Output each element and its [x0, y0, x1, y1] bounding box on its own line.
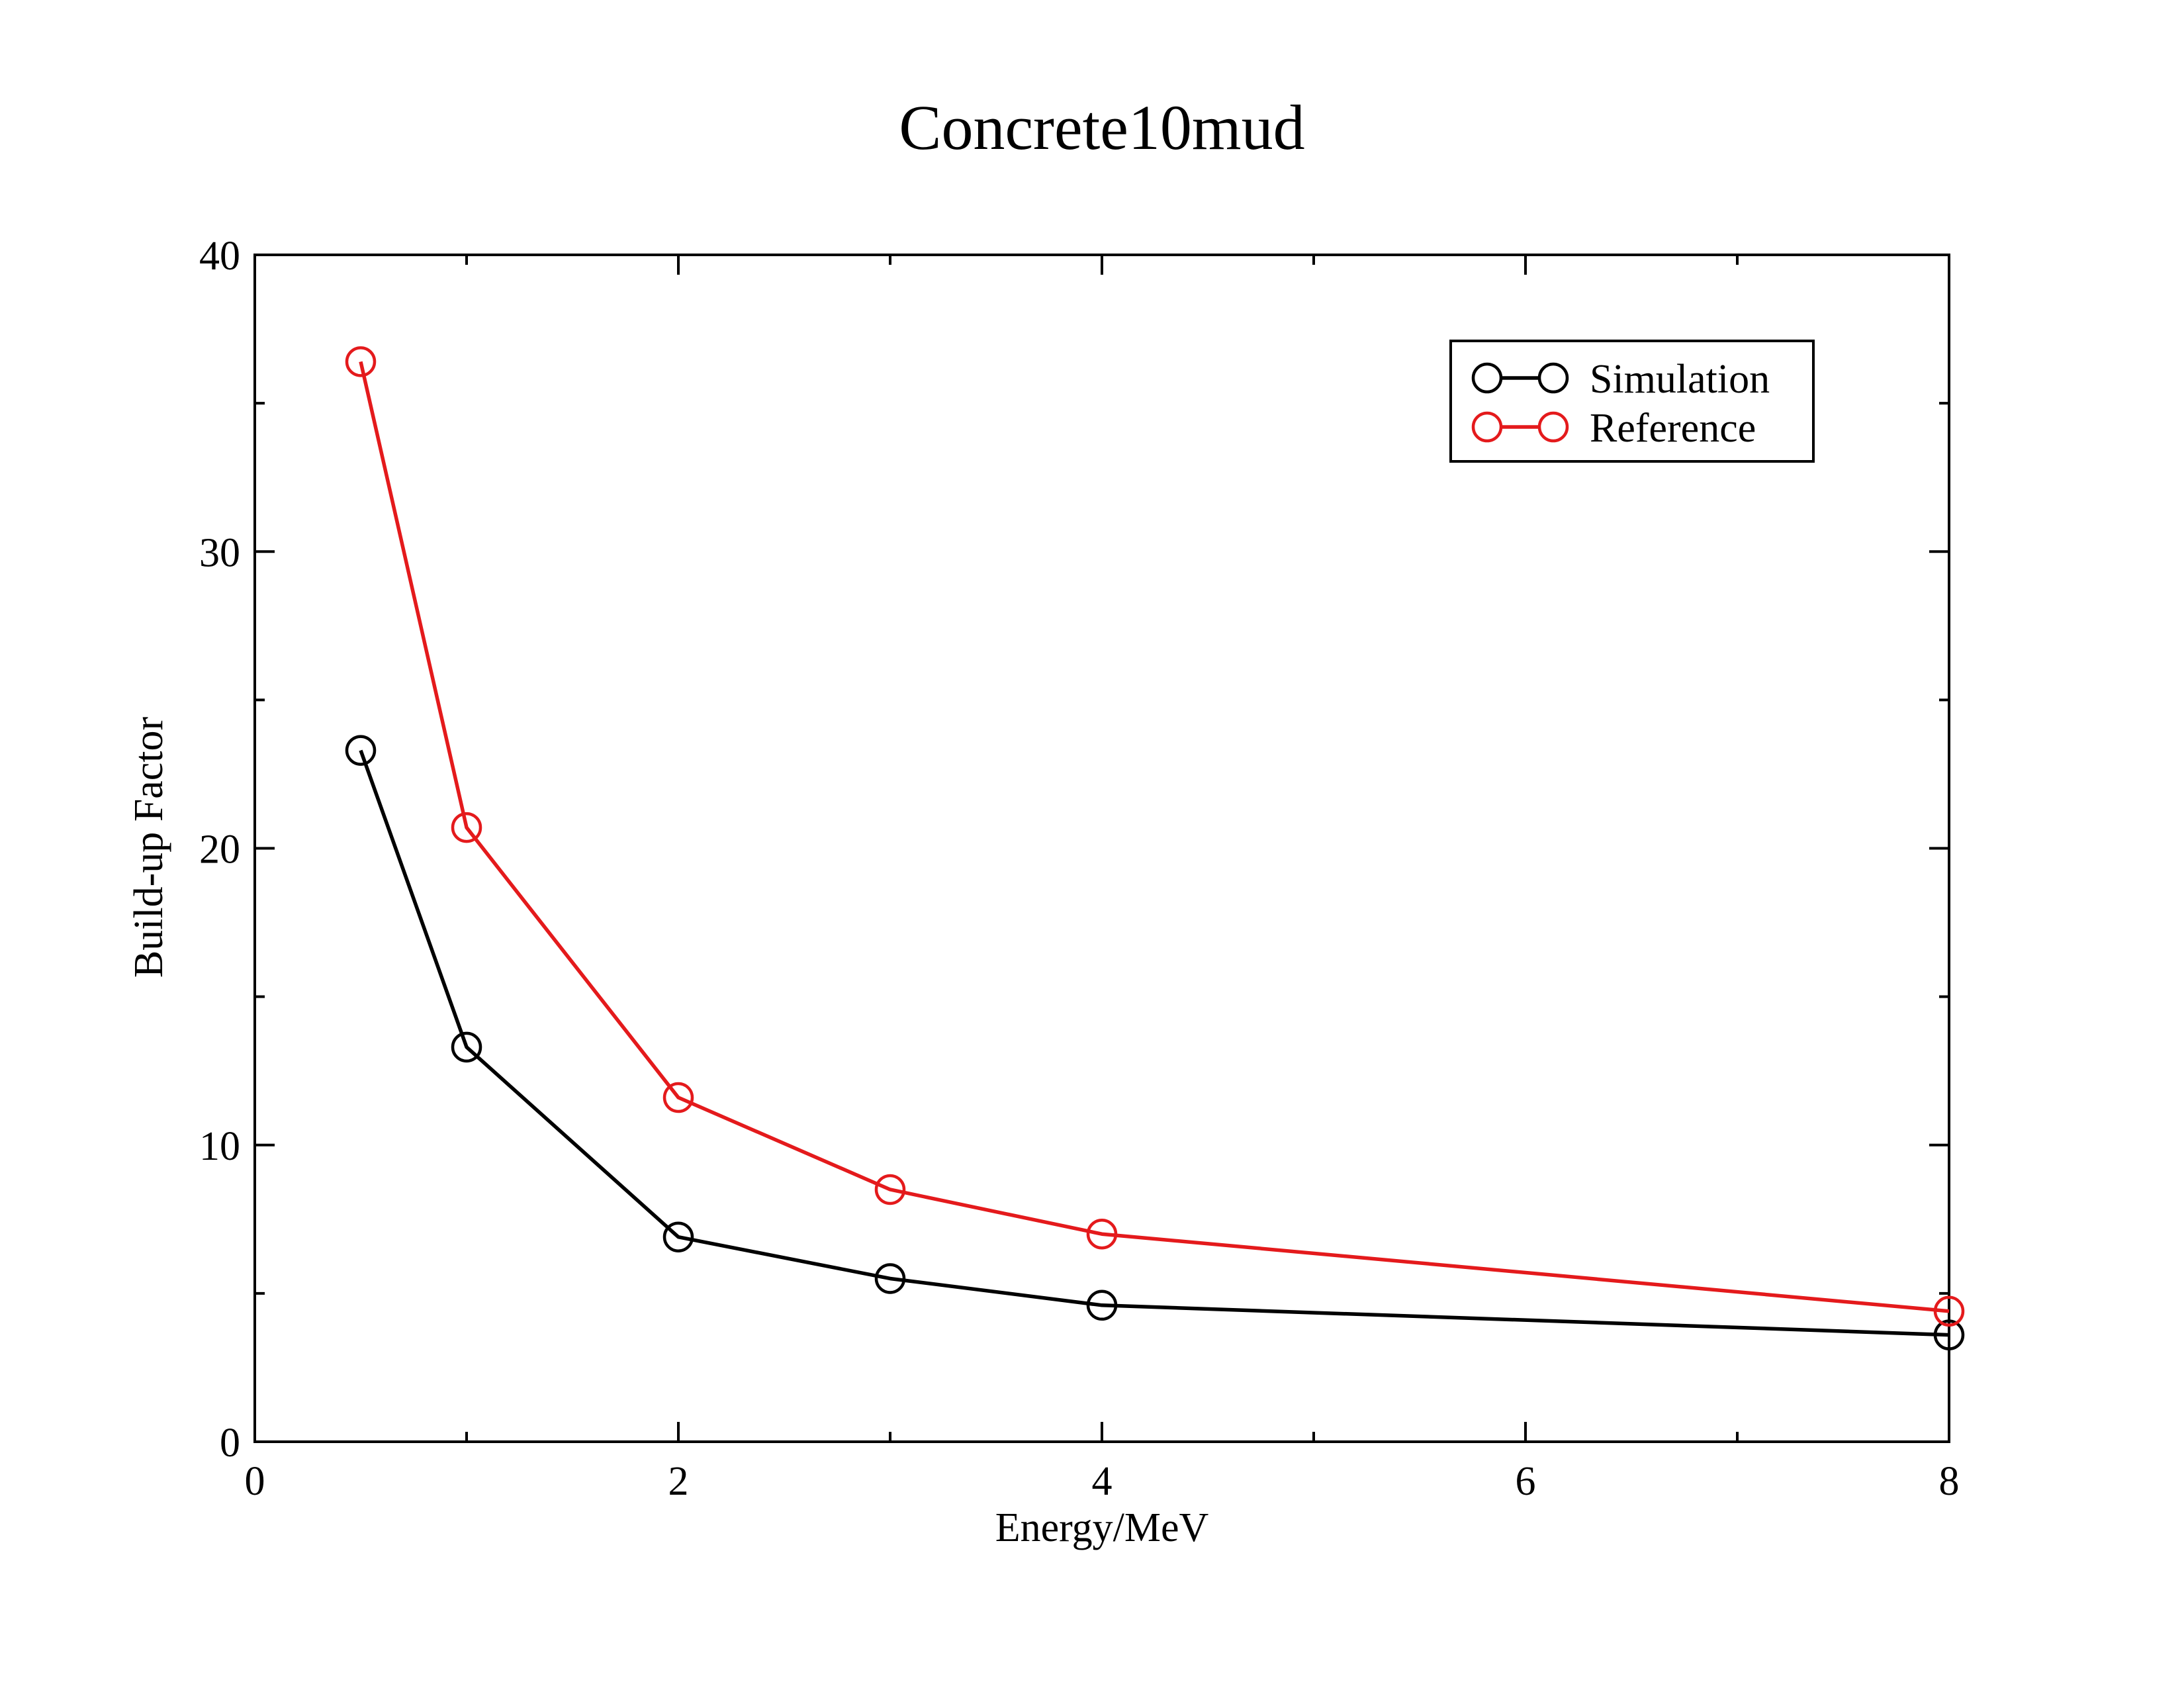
data-point	[1933, 1319, 1965, 1350]
y-tick-label: 40	[199, 234, 240, 279]
legend-marker	[1471, 411, 1503, 443]
data-point	[874, 1263, 906, 1294]
legend-label: Simulation	[1590, 357, 1770, 402]
data-point	[451, 812, 482, 843]
x-axis-label: Energy/MeV	[995, 1505, 1209, 1550]
data-point	[662, 1082, 694, 1113]
x-tick-label: 8	[1939, 1459, 1960, 1504]
x-tick-label: 4	[1092, 1459, 1113, 1504]
y-tick-label: 20	[199, 827, 240, 872]
legend-marker	[1537, 411, 1569, 443]
legend-marker	[1471, 362, 1503, 394]
data-point	[345, 346, 377, 377]
series-line	[359, 361, 1950, 1313]
y-tick-label: 30	[199, 530, 240, 575]
y-tick-label: 10	[199, 1124, 240, 1169]
legend-box	[1449, 340, 1815, 463]
data-point	[451, 1031, 482, 1063]
chart-title: Concrete10mud	[899, 92, 1304, 163]
data-point	[1933, 1295, 1965, 1327]
x-tick-label: 2	[668, 1459, 689, 1504]
legend-marker	[1537, 362, 1569, 394]
data-point	[1086, 1289, 1118, 1321]
data-point	[662, 1221, 694, 1252]
plot-area: 0 2 4 6 8 0 10 20 30 40	[199, 234, 1965, 1504]
y-axis-label: Build-up Factor	[126, 716, 171, 978]
series-reference	[345, 346, 1965, 1327]
data-point	[345, 735, 377, 766]
legend-label: Reference	[1590, 406, 1756, 451]
data-point	[874, 1174, 906, 1205]
series-simulation	[345, 735, 1965, 1350]
x-tick-label: 0	[245, 1459, 265, 1504]
x-tick-label: 6	[1516, 1459, 1536, 1504]
data-point	[1086, 1218, 1118, 1250]
series-line	[359, 749, 1950, 1337]
y-tick-label: 0	[220, 1421, 240, 1466]
